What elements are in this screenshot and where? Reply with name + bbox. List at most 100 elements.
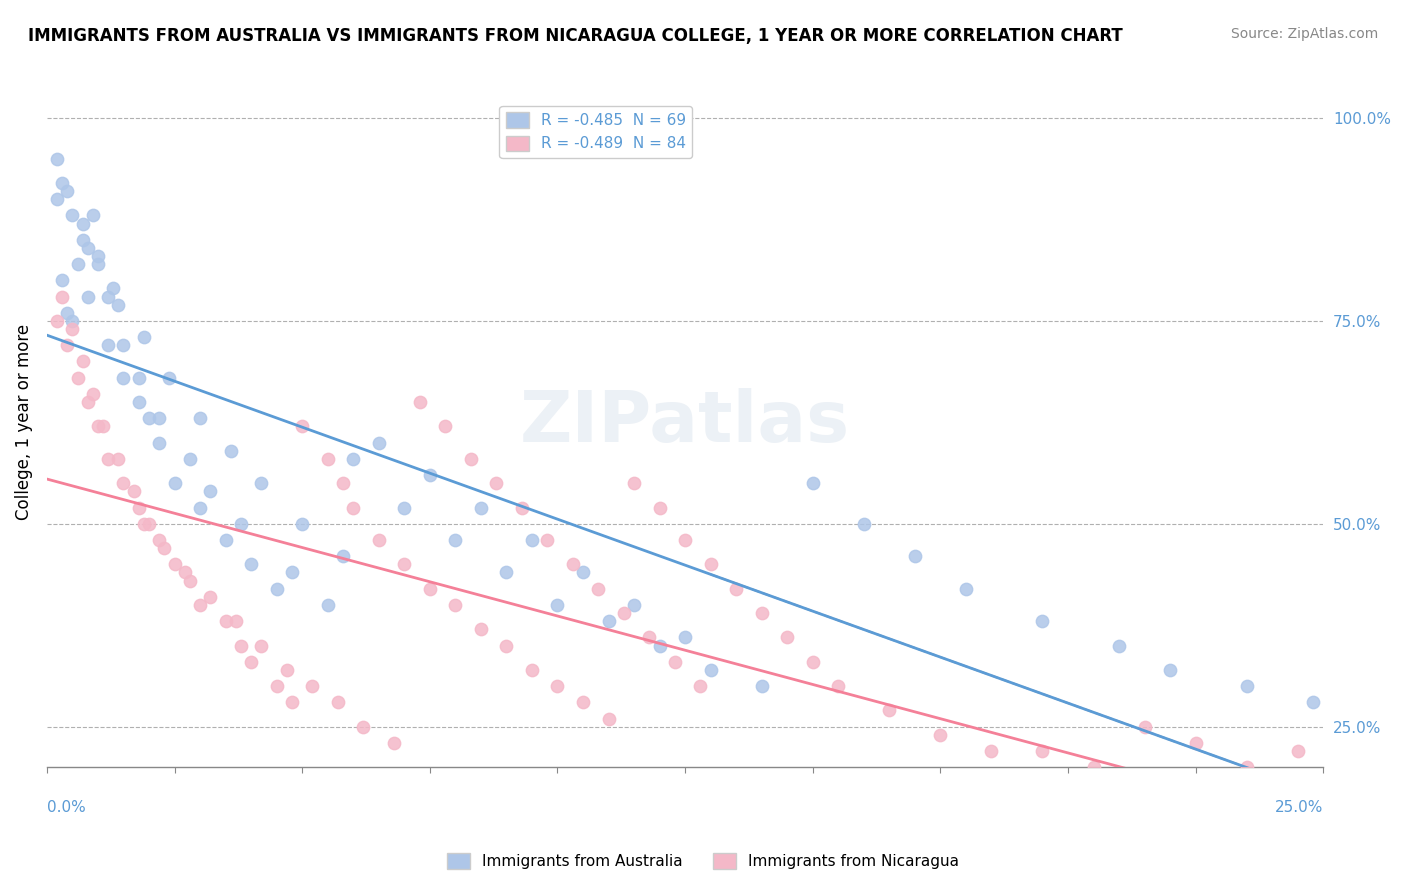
- Point: [495, 566, 517, 580]
- Point: [638, 631, 661, 645]
- Point: [103, 281, 125, 295]
- Point: [598, 801, 620, 815]
- Point: [51, 289, 73, 303]
- Point: [87, 249, 110, 263]
- Point: [188, 598, 211, 612]
- Point: [725, 582, 748, 596]
- Point: [623, 598, 645, 612]
- Legend: Immigrants from Australia, Immigrants from Nicaragua: Immigrants from Australia, Immigrants fr…: [440, 847, 966, 875]
- Point: [291, 419, 314, 434]
- Point: [955, 582, 977, 596]
- Point: [46, 192, 69, 206]
- Point: [470, 622, 492, 636]
- Point: [470, 500, 492, 515]
- Point: [266, 582, 288, 596]
- Point: [91, 419, 114, 434]
- Point: [97, 338, 120, 352]
- Point: [240, 558, 263, 572]
- Point: [148, 533, 170, 547]
- Point: [62, 322, 84, 336]
- Point: [673, 631, 696, 645]
- Point: [229, 516, 252, 531]
- Point: [1031, 614, 1053, 628]
- Point: [444, 598, 467, 612]
- Point: [613, 606, 636, 620]
- Point: [214, 614, 236, 628]
- Point: [250, 476, 273, 491]
- Point: [929, 728, 952, 742]
- Point: [648, 639, 671, 653]
- Point: [62, 314, 84, 328]
- Point: [419, 776, 441, 790]
- Point: [301, 679, 323, 693]
- Point: [148, 435, 170, 450]
- Point: [214, 533, 236, 547]
- Point: [419, 582, 441, 596]
- Point: [827, 679, 849, 693]
- Point: [689, 679, 711, 693]
- Point: [776, 631, 799, 645]
- Point: [188, 411, 211, 425]
- Point: [561, 558, 583, 572]
- Point: [510, 500, 533, 515]
- Point: [200, 590, 222, 604]
- Point: [66, 370, 89, 384]
- Point: [281, 809, 304, 823]
- Point: [112, 476, 135, 491]
- Point: [76, 395, 98, 409]
- Point: [51, 273, 73, 287]
- Text: Source: ZipAtlas.com: Source: ZipAtlas.com: [1230, 27, 1378, 41]
- Point: [138, 516, 160, 531]
- Text: ZIPatlas: ZIPatlas: [520, 388, 851, 457]
- Point: [281, 695, 304, 709]
- Point: [132, 516, 155, 531]
- Point: [419, 468, 441, 483]
- Point: [128, 395, 150, 409]
- Point: [546, 679, 568, 693]
- Point: [485, 476, 508, 491]
- Point: [163, 558, 186, 572]
- Point: [219, 443, 242, 458]
- Point: [852, 516, 875, 531]
- Point: [1236, 760, 1258, 774]
- Point: [72, 354, 94, 368]
- Point: [520, 663, 543, 677]
- Point: [598, 712, 620, 726]
- Point: [112, 370, 135, 384]
- Point: [1236, 679, 1258, 693]
- Point: [229, 639, 252, 653]
- Point: [179, 451, 201, 466]
- Point: [460, 451, 482, 466]
- Point: [87, 257, 110, 271]
- Point: [546, 598, 568, 612]
- Legend: R = -0.485  N = 69, R = -0.489  N = 84: R = -0.485 N = 69, R = -0.489 N = 84: [499, 106, 692, 158]
- Point: [1133, 720, 1156, 734]
- Point: [153, 541, 176, 555]
- Point: [699, 663, 721, 677]
- Point: [240, 655, 263, 669]
- Point: [107, 298, 129, 312]
- Point: [332, 476, 354, 491]
- Text: IMMIGRANTS FROM AUSTRALIA VS IMMIGRANTS FROM NICARAGUA COLLEGE, 1 YEAR OR MORE C: IMMIGRANTS FROM AUSTRALIA VS IMMIGRANTS …: [28, 27, 1123, 45]
- Point: [51, 176, 73, 190]
- Point: [107, 451, 129, 466]
- Point: [163, 476, 186, 491]
- Point: [434, 419, 457, 434]
- Point: [408, 395, 430, 409]
- Point: [82, 387, 104, 401]
- Point: [250, 639, 273, 653]
- Point: [1302, 695, 1324, 709]
- Point: [157, 370, 180, 384]
- Point: [56, 338, 79, 352]
- Point: [112, 338, 135, 352]
- Point: [66, 257, 89, 271]
- Point: [699, 558, 721, 572]
- Point: [801, 655, 824, 669]
- Point: [444, 533, 467, 547]
- Point: [751, 679, 773, 693]
- Point: [87, 419, 110, 434]
- Point: [664, 655, 686, 669]
- Point: [276, 663, 298, 677]
- Point: [188, 500, 211, 515]
- Point: [536, 533, 558, 547]
